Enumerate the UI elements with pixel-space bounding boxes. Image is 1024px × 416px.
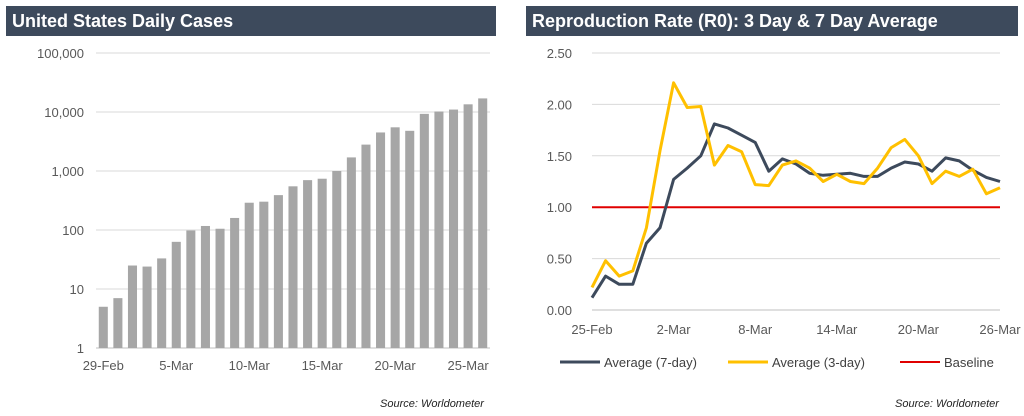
right-chart-source: Source: Worldometer (895, 398, 999, 410)
left-chart-source: Source: Worldometer (380, 398, 484, 410)
y-tick-label: 100,000 (37, 46, 84, 61)
bar (127, 265, 138, 348)
x-tick-label: 25-Mar (448, 358, 490, 373)
x-tick-label: 25-Feb (571, 322, 612, 337)
bar (390, 127, 400, 348)
bar (98, 306, 108, 348)
bar (157, 258, 167, 348)
bar (288, 186, 298, 348)
legend-baseline-label: Baseline (944, 355, 994, 370)
x-tick-label: 14-Mar (816, 322, 858, 337)
bar (259, 201, 269, 348)
bar (200, 225, 210, 348)
bar (317, 178, 327, 348)
x-tick-label: 20-Mar (898, 322, 940, 337)
bar (463, 104, 473, 349)
bar (405, 130, 415, 348)
bar (376, 132, 386, 348)
x-tick-label: 2-Mar (657, 322, 692, 337)
bar (230, 217, 240, 348)
legend-3day-label: Average (3-day) (772, 355, 865, 370)
y-tick-label: 2.50 (547, 46, 572, 61)
x-tick-label: 29-Feb (83, 358, 124, 373)
y-tick-label: 10 (70, 282, 84, 297)
x-tick-label: 26-Mar (979, 322, 1021, 337)
bar (215, 228, 225, 348)
bar (478, 98, 488, 348)
bar (113, 298, 123, 348)
series-line-3day (590, 81, 1001, 289)
x-tick-label: 8-Mar (738, 322, 773, 337)
bar (142, 266, 152, 348)
y-tick-label: 1.00 (547, 200, 572, 215)
y-tick-label: 0.00 (547, 303, 572, 318)
x-tick-label: 10-Mar (229, 358, 271, 373)
x-tick-label: 20-Mar (375, 358, 417, 373)
y-tick-label: 100 (62, 223, 84, 238)
right-chart-title: Reproduction Rate (R0): 3 Day & 7 Day Av… (526, 6, 1018, 36)
y-tick-label: 1.50 (547, 149, 572, 164)
bar (332, 171, 342, 348)
y-tick-label: 2.00 (547, 97, 572, 112)
y-tick-label: 1 (77, 341, 84, 356)
bar (244, 202, 254, 348)
y-tick-label: 10,000 (44, 105, 84, 120)
bar (361, 144, 371, 348)
y-tick-label: 1,000 (51, 164, 84, 179)
series-line-7day (590, 122, 1001, 299)
bar (303, 180, 313, 348)
bar (186, 230, 196, 348)
bar (273, 195, 283, 348)
reproduction-rate-chart: 0.00 0.50 1.00 1.50 2.00 2.50 25-Feb 2-Mar 8-Mar… (547, 46, 1022, 370)
bar (346, 157, 356, 348)
bar (171, 241, 181, 348)
y-tick-label: 0.50 (547, 252, 572, 267)
x-tick-label: 15-Mar (302, 358, 344, 373)
bar (419, 113, 429, 349)
legend-7day-label: Average (7-day) (604, 355, 697, 370)
bar (434, 111, 444, 349)
left-chart-title: United States Daily Cases (6, 6, 496, 36)
bar (448, 109, 459, 348)
x-tick-label: 5-Mar (159, 358, 194, 373)
daily-cases-chart: 1 10 100 1,000 10,000 100,000 29-Feb 5-Mar 10-Ma… (37, 46, 490, 373)
